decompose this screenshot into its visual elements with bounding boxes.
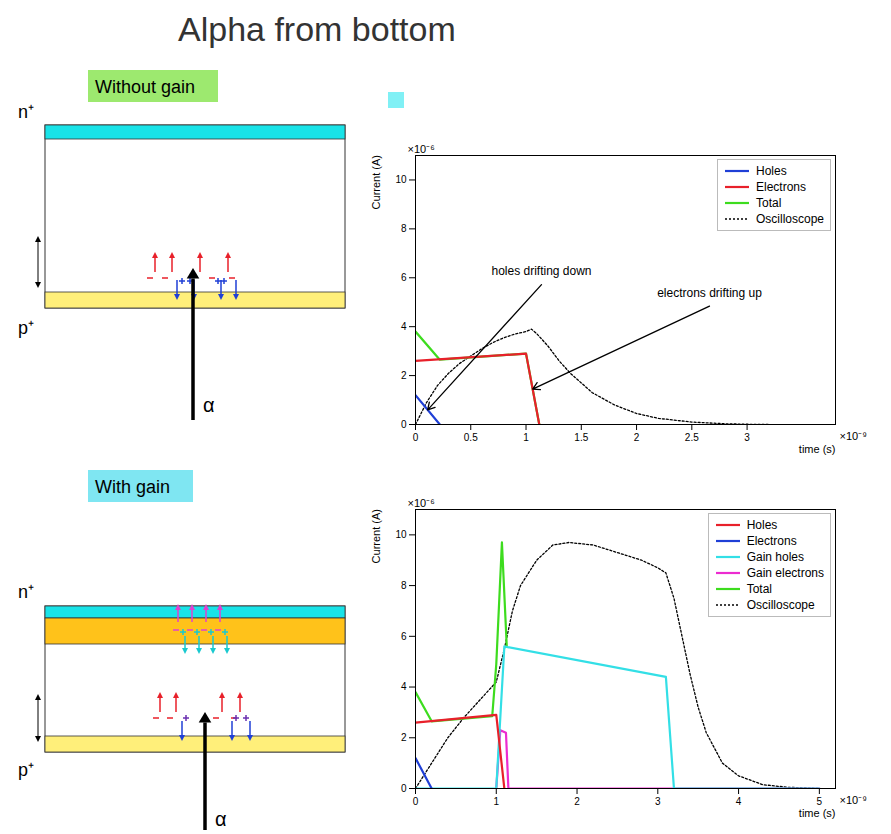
html-text:Holes: Holes <box>756 164 787 178</box>
svg-text:1.5: 1.5 <box>574 432 588 443</box>
svg-text:5: 5 <box>817 796 823 807</box>
html-text:Electrons: Electrons <box>746 534 797 548</box>
svg-text:×10⁻⁹: ×10⁻⁹ <box>840 794 867 806</box>
svg-text:n⁺: n⁺ <box>18 102 34 122</box>
svg-text:10: 10 <box>395 529 407 540</box>
svg-text:α: α <box>203 394 215 416</box>
svg-text:2: 2 <box>401 370 407 381</box>
svg-text:2: 2 <box>401 732 407 743</box>
svg-text:3: 3 <box>655 796 661 807</box>
html-text:Current (A): Current (A) <box>370 155 382 210</box>
svg-text:6: 6 <box>401 272 407 283</box>
svg-text:electrons drifting up: electrons drifting up <box>657 286 762 300</box>
svg-text:×10⁻⁶: ×10⁻⁶ <box>408 143 435 155</box>
svg-text:0: 0 <box>401 419 407 430</box>
svg-text:2: 2 <box>634 432 640 443</box>
svg-text:4: 4 <box>401 321 407 332</box>
html-text:Gain electrons: Gain electrons <box>746 566 824 580</box>
svg-text:p⁺: p⁺ <box>18 760 34 780</box>
svg-text:With gain: With gain <box>95 477 170 497</box>
svg-text:8: 8 <box>401 223 407 234</box>
svg-text:1: 1 <box>493 796 499 807</box>
html-text:Oscilloscope: Oscilloscope <box>756 212 824 226</box>
svg-text:0.5: 0.5 <box>464 432 478 443</box>
html-text:Current (A): Current (A) <box>370 509 382 564</box>
svg-text:0: 0 <box>401 783 407 794</box>
svg-text:×10⁻⁶: ×10⁻⁶ <box>408 497 435 509</box>
svg-text:2: 2 <box>574 796 580 807</box>
svg-text:p⁺: p⁺ <box>18 318 34 338</box>
svg-text:10: 10 <box>395 174 407 185</box>
html-text:Holes: Holes <box>746 518 778 532</box>
svg-text:×10⁻⁹: ×10⁻⁹ <box>840 430 867 442</box>
svg-text:n⁺: n⁺ <box>18 582 34 602</box>
svg-text:3: 3 <box>744 432 750 443</box>
svg-text:4: 4 <box>736 796 742 807</box>
html-text:Electrons: Electrons <box>756 180 806 194</box>
svg-text:4: 4 <box>401 681 407 692</box>
svg-text:6: 6 <box>401 631 407 642</box>
svg-text:1: 1 <box>523 432 529 443</box>
svg-text:8: 8 <box>401 580 407 591</box>
html-text:Total: Total <box>756 196 782 210</box>
svg-text:α: α <box>215 808 227 830</box>
svg-text:2.5: 2.5 <box>685 432 699 443</box>
html-text:Gain holes: Gain holes <box>746 550 804 564</box>
svg-text:time (s): time (s) <box>799 443 836 455</box>
svg-text:0: 0 <box>413 432 419 443</box>
svg-text:time (s): time (s) <box>799 807 836 819</box>
svg-text:0: 0 <box>413 796 419 807</box>
html-text:Total: Total <box>746 582 772 596</box>
html-text:Alpha from bottom: Alpha from bottom <box>178 10 456 48</box>
svg-text:holes drifting down: holes drifting down <box>491 264 591 278</box>
svg-text:Without gain: Without gain <box>95 77 195 97</box>
html-text:Oscilloscope: Oscilloscope <box>746 598 815 612</box>
